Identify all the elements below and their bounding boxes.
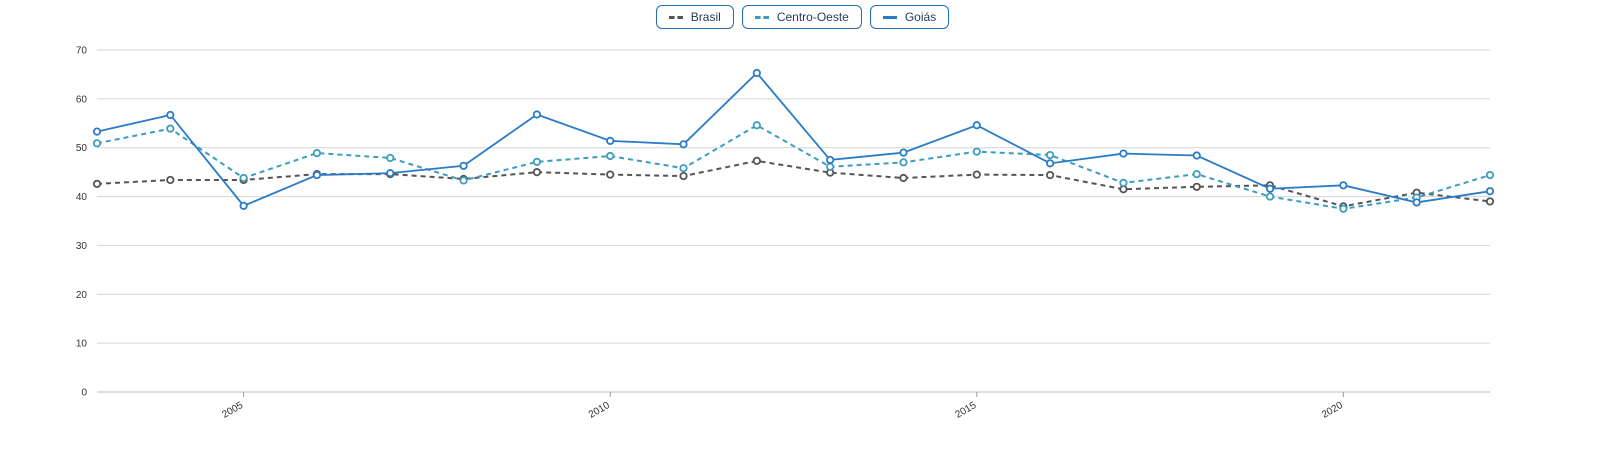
- series-line-brasil: [96, 159, 1491, 208]
- data-point-goi-s[interactable]: [1265, 184, 1275, 193]
- data-point-goi-s[interactable]: [899, 148, 908, 157]
- data-point-goi-s[interactable]: [239, 201, 248, 210]
- data-point-brasil[interactable]: [166, 175, 175, 185]
- legend-label: Goiás: [904, 10, 937, 24]
- data-point-centro-oeste[interactable]: [312, 148, 322, 158]
- data-point-centro-oeste[interactable]: [459, 176, 468, 185]
- data-point-goi-s[interactable]: [1485, 187, 1495, 196]
- data-point-goi-s[interactable]: [92, 127, 102, 136]
- y-tick-label: 70: [76, 46, 88, 57]
- data-point-goi-s[interactable]: [1046, 159, 1055, 168]
- data-point-brasil[interactable]: [1485, 197, 1495, 206]
- data-point-brasil[interactable]: [972, 170, 981, 179]
- series-lines: [96, 71, 1491, 210]
- x-tick-label: 2010: [587, 400, 612, 421]
- data-point-goi-s[interactable]: [972, 121, 981, 130]
- data-point-brasil[interactable]: [606, 170, 615, 179]
- data-point-brasil[interactable]: [679, 171, 688, 181]
- data-point-centro-oeste[interactable]: [1046, 150, 1055, 160]
- series-line-goi-s: [96, 71, 1491, 207]
- data-point-goi-s[interactable]: [679, 140, 688, 149]
- data-point-centro-oeste[interactable]: [1119, 178, 1128, 187]
- y-tick-label: 60: [76, 94, 88, 105]
- data-point-goi-s[interactable]: [386, 169, 395, 178]
- data-point-centro-oeste[interactable]: [239, 173, 248, 183]
- data-point-goi-s[interactable]: [1339, 181, 1348, 190]
- data-point-centro-oeste[interactable]: [972, 147, 981, 156]
- data-point-centro-oeste[interactable]: [1339, 204, 1348, 213]
- legend-label: Centro-Oeste: [776, 10, 849, 24]
- y-tick-label: 50: [76, 143, 88, 154]
- y-tick-label: 20: [76, 290, 88, 301]
- data-point-centro-oeste[interactable]: [826, 162, 835, 171]
- data-point-centro-oeste[interactable]: [1265, 192, 1275, 201]
- data-point-brasil[interactable]: [752, 156, 761, 166]
- y-axis: 0 10 20 30 40 50 60 70: [76, 46, 88, 399]
- legend-item-brasil[interactable]: Brasil: [655, 5, 734, 29]
- data-point-centro-oeste[interactable]: [899, 158, 908, 167]
- data-point-brasil[interactable]: [1192, 182, 1201, 191]
- y-tick-label: 0: [81, 388, 87, 399]
- data-point-centro-oeste[interactable]: [532, 157, 541, 166]
- data-point-centro-oeste[interactable]: [1192, 169, 1201, 179]
- data-point-brasil[interactable]: [532, 168, 541, 177]
- data-point-centro-oeste[interactable]: [606, 151, 615, 161]
- gridlines: [97, 49, 1490, 393]
- data-point-goi-s[interactable]: [532, 110, 541, 119]
- data-point-brasil[interactable]: [1046, 170, 1055, 180]
- x-tick-label: 2020: [1320, 400, 1345, 421]
- data-point-centro-oeste[interactable]: [752, 121, 761, 130]
- data-point-centro-oeste[interactable]: [386, 153, 395, 163]
- data-point-goi-s[interactable]: [752, 68, 761, 78]
- y-tick-label: 30: [76, 241, 88, 252]
- legend-swatch: [668, 15, 683, 19]
- x-tick-label: 2015: [954, 400, 979, 421]
- y-tick-label: 10: [76, 339, 88, 350]
- data-point-goi-s[interactable]: [1192, 151, 1201, 160]
- data-point-brasil[interactable]: [1119, 185, 1128, 194]
- data-point-goi-s[interactable]: [312, 170, 322, 180]
- series-line-centro-oeste: [96, 124, 1491, 210]
- data-point-brasil[interactable]: [899, 173, 908, 183]
- y-tick-label: 40: [76, 192, 88, 203]
- data-point-goi-s[interactable]: [606, 136, 615, 145]
- data-point-goi-s[interactable]: [459, 161, 468, 170]
- data-point-centro-oeste[interactable]: [1485, 170, 1495, 180]
- series-points: [92, 68, 1495, 213]
- legend-item-centro-oeste[interactable]: Centro-Oeste: [741, 5, 862, 29]
- legend-swatch: [754, 15, 769, 19]
- data-point-goi-s[interactable]: [166, 110, 175, 120]
- data-point-goi-s[interactable]: [826, 155, 835, 165]
- x-tick-label: 2005: [220, 400, 245, 421]
- legend: Brasil Centro-Oeste Goiás: [0, 5, 1605, 29]
- legend-item-goi-s[interactable]: Goiás: [869, 5, 950, 29]
- data-point-centro-oeste[interactable]: [166, 124, 175, 133]
- data-point-centro-oeste[interactable]: [679, 164, 688, 173]
- x-axis: 2005 2010 2015 2020: [220, 392, 1345, 421]
- legend-label: Brasil: [690, 10, 721, 24]
- data-point-centro-oeste[interactable]: [92, 139, 102, 148]
- data-point-goi-s[interactable]: [1119, 149, 1128, 158]
- data-point-brasil[interactable]: [92, 179, 102, 188]
- legend-swatch: [882, 15, 897, 19]
- data-point-goi-s[interactable]: [1412, 198, 1421, 207]
